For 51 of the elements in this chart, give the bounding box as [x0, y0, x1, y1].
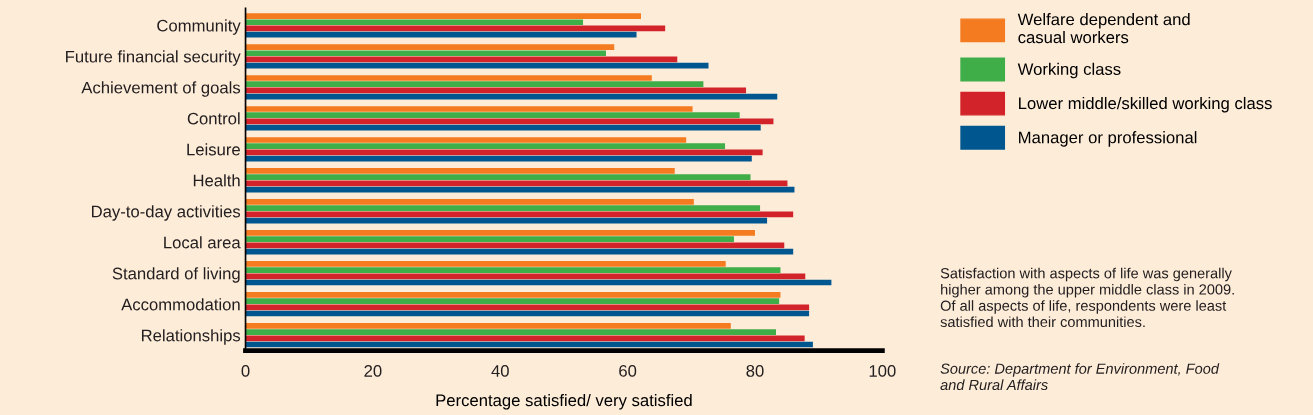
bar: [245, 168, 675, 174]
bar: [245, 143, 726, 150]
bar: [245, 230, 755, 236]
bar: [245, 292, 781, 298]
bar: [245, 19, 584, 26]
text: Satisfaction with aspects of life was generally higher among the upper middle class in 2009. Of all aspects of life, respondents were least satisfied with their communities.: [940, 267, 1234, 328]
bar: [245, 335, 805, 342]
legend-label: Working class: [1017, 62, 1121, 79]
legend-label: Welfare dependent and casual workers: [1017, 13, 1190, 44]
x-tick-label: 20: [364, 365, 382, 377]
bar: [245, 75, 652, 81]
bar: [245, 298, 780, 304]
bar: [245, 267, 781, 273]
y-tick-label: Leisure: [187, 143, 240, 156]
bar: [245, 174, 751, 181]
bar: [245, 205, 761, 211]
y-tick-label: Future financial security: [66, 50, 241, 66]
bar: [245, 236, 734, 242]
bar: [245, 81, 704, 88]
bar: [245, 261, 726, 267]
bar: [245, 106, 693, 112]
bar: [245, 112, 740, 119]
y-tick-label: Community: [157, 19, 241, 35]
bar: [245, 304, 810, 311]
bar: [245, 211, 794, 218]
bar: [245, 137, 687, 143]
y-tick-label: Control: [187, 112, 240, 125]
y-tick-label: Day-to-day activities: [92, 205, 241, 221]
y-tick-label: Local area: [164, 236, 241, 249]
x-tick-label: 100: [869, 365, 896, 377]
bar: [245, 50, 606, 57]
y-tick-label: Relationships: [141, 329, 241, 345]
bar: [245, 13, 641, 19]
x-tick-label: 0: [241, 365, 250, 377]
legend-label: Lower middle/skilled working class: [1019, 96, 1272, 113]
bar: [245, 273, 806, 280]
bar: [245, 44, 615, 50]
x-tick-label: 80: [746, 365, 764, 377]
bar: [245, 199, 694, 205]
x-tick-label: 60: [619, 365, 637, 377]
bar: [245, 329, 776, 335]
y-tick-label: Accommodation: [121, 298, 240, 311]
x-tick-label: 40: [491, 365, 509, 377]
source-note: Source: Department for Environment, Food and Rural Affairs: [940, 363, 1220, 391]
x-axis-title: Percentage satisfied/ very satisfied: [436, 393, 692, 410]
y-tick-label: Health: [193, 174, 240, 187]
y-tick-label: Standard of living: [112, 267, 240, 283]
legend-label: Manager or professional: [1019, 131, 1197, 147]
y-tick-label: Achievement of goals: [81, 81, 241, 97]
bar: [245, 242, 785, 249]
bar: [245, 323, 731, 329]
